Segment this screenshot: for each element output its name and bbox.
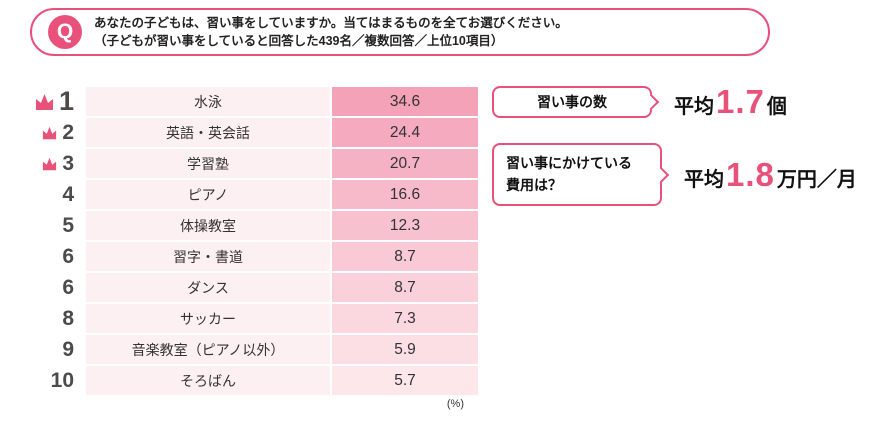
- answer-lesson-count: 平均 1.7 個: [674, 85, 787, 119]
- bubble-label-line2: 費用は？: [506, 176, 562, 193]
- question-line1: あなたの子どもは、習い事をしていますか。当てはまるものを全てお選びください。: [94, 15, 568, 30]
- table-row: 10 そろばん 5.7: [28, 366, 478, 395]
- activity-name: 英語・英会話: [86, 118, 330, 147]
- answer-row-cost: 習い事にかけている 費用は？ 平均 1.8 万円／月: [492, 143, 864, 207]
- answer-prefix: 平均: [674, 96, 714, 118]
- answer-suffix: 万円／月: [776, 168, 857, 191]
- activity-name: ダンス: [86, 273, 330, 302]
- answer-prefix: 平均: [684, 168, 724, 191]
- activity-name: 水泳: [86, 87, 330, 116]
- rank-number: 6: [62, 276, 74, 299]
- activity-value: 24.4: [332, 118, 478, 147]
- crown-icon: [41, 157, 58, 171]
- rank-cell: 4: [28, 180, 86, 209]
- bubble-label-line1: 習い事にかけている: [506, 155, 632, 171]
- rank-cell: 9: [28, 335, 86, 364]
- answer-suffix: 個: [766, 96, 787, 118]
- bubble-lesson-cost: 習い事にかけている 費用は？: [492, 143, 670, 207]
- crown-icon: [34, 93, 55, 111]
- answers-column: 習い事の数 平均 1.7 個 習い事にかけている 費用は？ 平均 1.8 万円／…: [492, 85, 864, 207]
- activity-name: 習字・書道: [86, 242, 330, 271]
- bubble-label: 習い事の数: [537, 94, 607, 110]
- activity-name: そろばん: [86, 366, 330, 395]
- rank-cell: 1: [28, 87, 86, 116]
- activity-value: 20.7: [332, 149, 478, 178]
- activity-value: 16.6: [332, 180, 478, 209]
- table-row: 6 習字・書道 8.7: [28, 242, 478, 271]
- activity-value: 8.7: [332, 242, 478, 271]
- activity-value: 5.7: [332, 366, 478, 395]
- rank-cell: 2: [28, 118, 86, 147]
- answer-value: 1.7: [716, 83, 765, 120]
- activity-value: 8.7: [332, 273, 478, 302]
- crown-icon: [41, 126, 58, 140]
- unit-label: (%): [446, 398, 464, 410]
- table-row: 6 ダンス 8.7: [28, 273, 478, 302]
- rank-number: 1: [58, 86, 74, 116]
- answer-lesson-cost: 平均 1.8 万円／月: [684, 158, 857, 192]
- question-icon: Q: [48, 15, 82, 49]
- activity-name: 音楽教室（ピアノ以外）: [86, 335, 330, 364]
- rank-cell: 10: [28, 366, 86, 395]
- rank-number: 10: [50, 369, 74, 392]
- rank-number: 6: [62, 245, 74, 268]
- rank-cell: 3: [28, 149, 86, 178]
- rank-number: 3: [62, 152, 74, 175]
- activity-name: ピアノ: [86, 180, 330, 209]
- bubble-lesson-count: 習い事の数: [492, 86, 660, 118]
- table-row: 9 音楽教室（ピアノ以外） 5.9: [28, 335, 478, 364]
- activity-name: 体操教室: [86, 211, 330, 240]
- rank-number: 5: [62, 214, 74, 237]
- question-text: あなたの子どもは、習い事をしていますか。当てはまるものを全てお選びください。 （…: [94, 14, 568, 50]
- question-box: Q あなたの子どもは、習い事をしていますか。当てはまるものを全てお選びください。…: [30, 8, 770, 56]
- activity-value: 7.3: [332, 304, 478, 333]
- answer-value: 1.8: [726, 155, 775, 193]
- activity-value: 12.3: [332, 211, 478, 240]
- bubble-tail-icon: [643, 94, 660, 110]
- table-row: 8 サッカー 7.3: [28, 304, 478, 333]
- activity-value: 34.6: [332, 87, 478, 116]
- table-row: 3 学習塾 20.7: [28, 149, 478, 178]
- rank-cell: 6: [28, 273, 86, 302]
- activity-name: 学習塾: [86, 149, 330, 178]
- table-row: 2 英語・英会話 24.4: [28, 118, 478, 147]
- table-row: 1 水泳 34.6: [28, 87, 478, 116]
- rank-number: 9: [62, 338, 74, 361]
- answer-row-count: 習い事の数 平均 1.7 個: [492, 85, 864, 119]
- rank-number: 4: [62, 183, 74, 206]
- rank-number: 2: [62, 121, 74, 144]
- table-row: 5 体操教室 12.3: [28, 211, 478, 240]
- activity-value: 5.9: [332, 335, 478, 364]
- rank-number: 8: [62, 307, 74, 330]
- rank-cell: 6: [28, 242, 86, 271]
- ranking-table: 1 水泳 34.6 2 英語・英会話 24.4 3 学習塾 20.: [28, 87, 478, 410]
- rank-cell: 8: [28, 304, 86, 333]
- table-row: 4 ピアノ 16.6: [28, 180, 478, 209]
- rank-cell: 5: [28, 211, 86, 240]
- activity-name: サッカー: [86, 304, 330, 333]
- bubble-tail-icon: [653, 166, 670, 183]
- question-line2: （子どもが習い事をしていると回答した439名／複数回答／上位10項目）: [94, 34, 504, 48]
